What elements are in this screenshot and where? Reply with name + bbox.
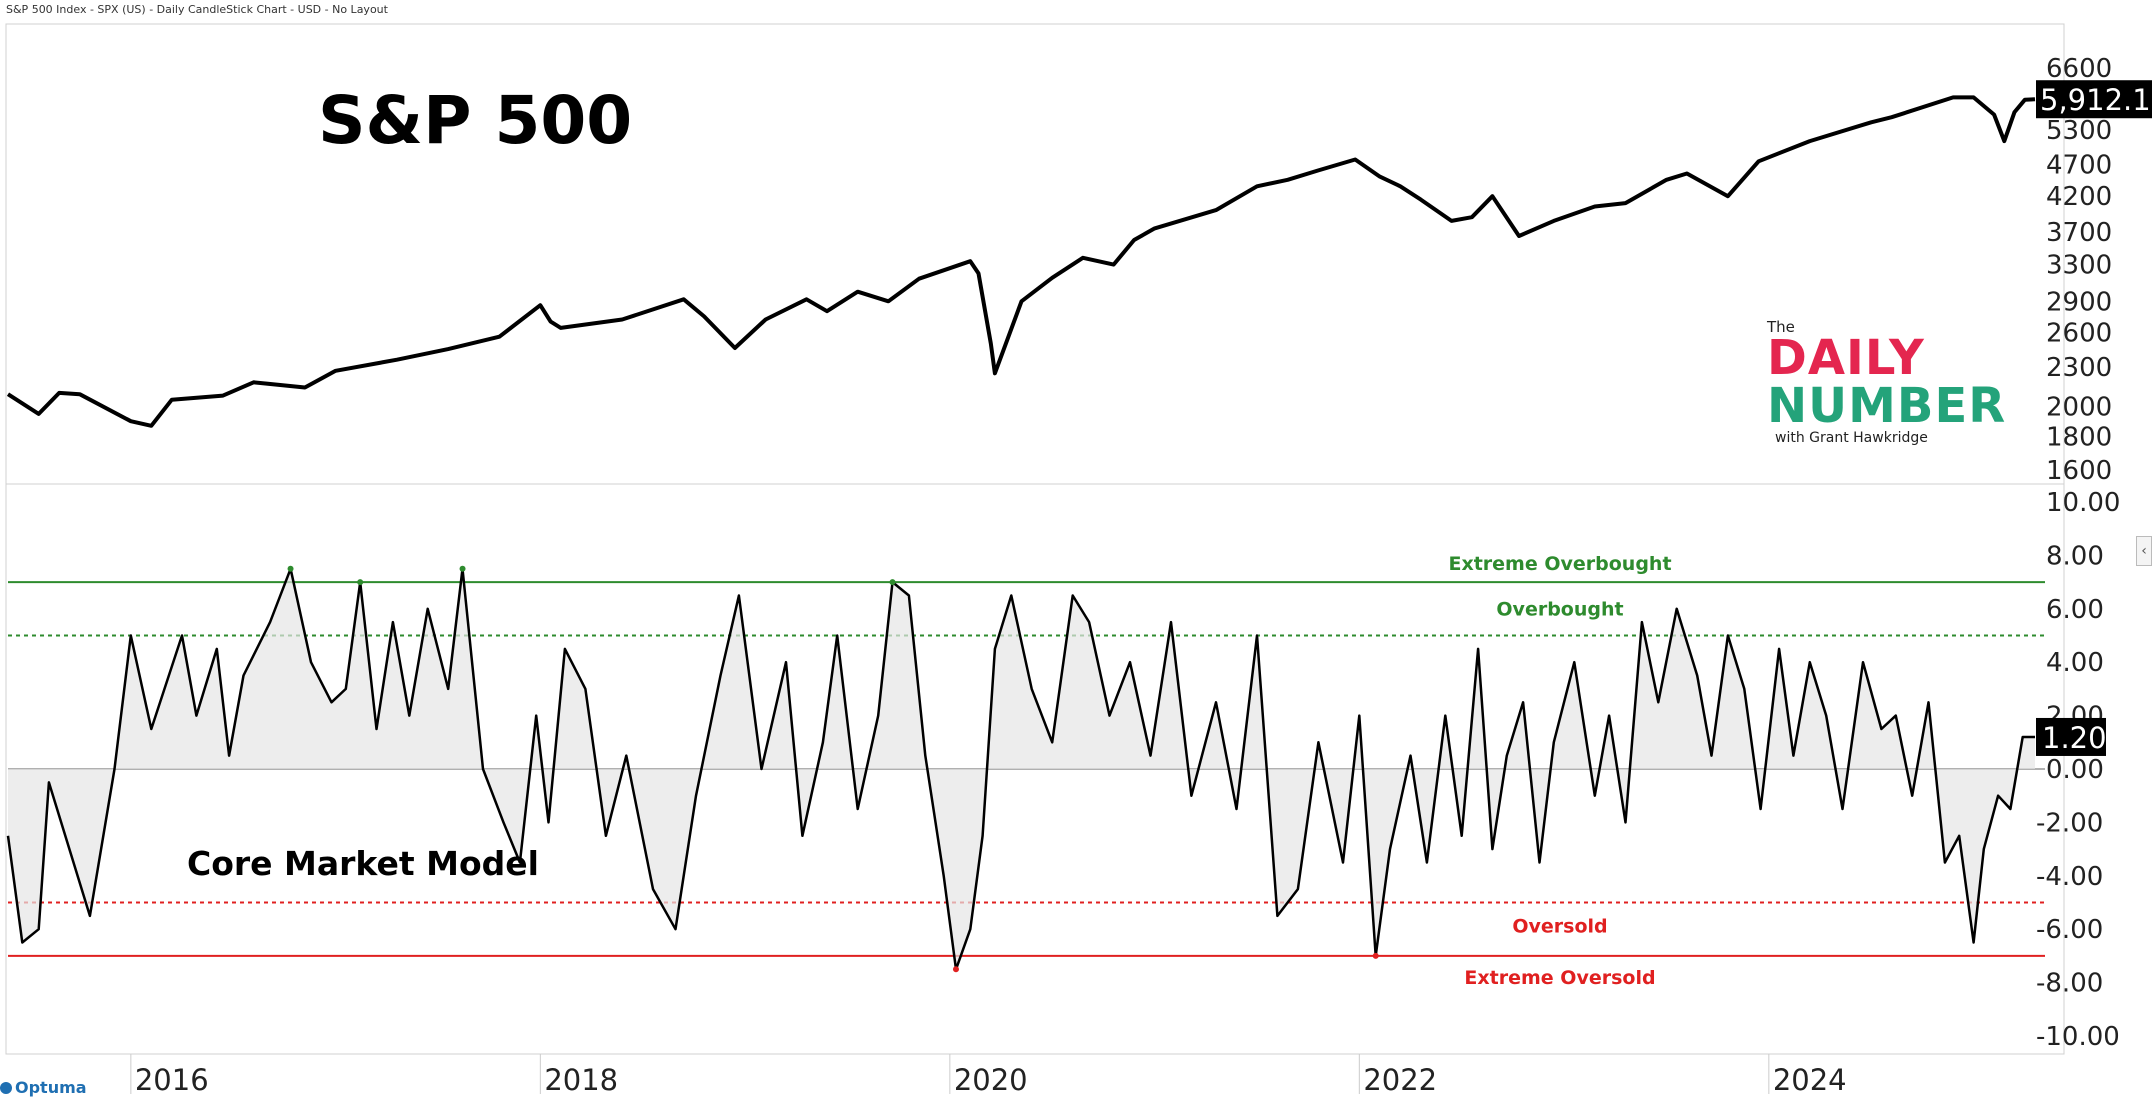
optuma-logo-icon [0,1082,12,1094]
level-label-overbought: Overbought [1496,599,1623,621]
price-axis-tick-label: 3300 [2046,251,2112,281]
daily-number-logo: The DAILY NUMBER with Grant Hawkridge [1767,318,2007,448]
price-axis-tick-label: 5300 [2046,116,2112,146]
indicator-axis-tick-label: 6.00 [2046,595,2104,625]
extreme-oversold-point [952,966,959,973]
extreme-overbought-point [287,565,294,572]
indicator-axis-tick-label: 0.00 [2046,755,2104,785]
x-axis-tick-label: 2016 [135,1063,209,1097]
indicator-last-value-badge [2036,717,2106,756]
x-axis-tick-label: 2020 [954,1063,1028,1097]
sp500-price-line [6,95,2036,428]
price-panel [6,95,2036,428]
chevron-left-icon[interactable]: ‹ [2136,536,2152,566]
indicator-axis-tick-label: -4.00 [2036,862,2103,892]
extreme-overbought-point [889,579,896,586]
price-panel-frame [5,23,2065,485]
price-axis-tick-label: 1800 [2046,423,2112,453]
logo-the-text: The [1767,318,1795,336]
extreme-oversold-point [1372,952,1379,959]
price-axis-tick-label: 2000 [2046,393,2112,423]
indicator-axis-tick-label: 4.00 [2046,648,2104,678]
price-axis-tick-label: 4200 [2046,182,2112,212]
optuma-brand-text: Optuma [15,1078,87,1097]
axes: 6600590053004700420037003300290026002300… [130,54,2152,1097]
indicator-axis-tick-label: 8.00 [2046,541,2104,571]
level-label-extreme-overbought: Extreme Overbought [1448,553,1671,575]
indicator-panel: Extreme Overbought Overbought Oversold Extr… [6,553,2045,989]
indicator-last-value-label: 1.20 [2042,721,2107,755]
extreme-overbought-point [357,579,364,586]
x-axis-tick-label: 2022 [1363,1063,1437,1097]
x-axis-tick-label: 2024 [1773,1063,1847,1097]
indicator-panel-frame [5,483,2065,1055]
price-axis-tick-label: 6600 [2046,54,2112,84]
price-axis-tick-label: 2900 [2046,287,2112,317]
price-last-value-badge [2036,80,2152,119]
indicator-axis-tick-label: 10.00 [2046,488,2120,518]
indicator-axis-tick-label: -6.00 [2036,915,2103,945]
price-last-value-label: 5,912.17 [2040,83,2152,117]
price-axis-tick-label: 1600 [2046,456,2112,486]
price-axis-tick-label: 4700 [2046,150,2112,180]
x-axis-tick-label: 2018 [544,1063,618,1097]
chart-window-title: S&P 500 Index - SPX (US) - Daily CandleS… [6,3,388,16]
logo-number-text: NUMBER [1767,378,2007,434]
optuma-watermark: Optuma [0,1078,87,1097]
indicator-panel-title: Core Market Model [187,844,539,883]
indicator-axis-tick-label: -2.00 [2036,808,2103,838]
price-axis-tick-label: 2300 [2046,353,2112,383]
price-panel-title: S&P 500 [318,82,632,159]
logo-daily-text: DAILY [1767,330,1925,386]
price-axis-tick-label: 3700 [2046,218,2112,248]
extreme-overbought-point [459,565,466,572]
price-axis-tick-label: 2600 [2046,318,2112,348]
indicator-axis-tick-label: -8.00 [2036,969,2103,999]
indicator-axis-tick-label: -10.00 [2036,1022,2120,1052]
level-label-extreme-oversold: Extreme Oversold [1464,967,1655,989]
level-label-oversold: Oversold [1512,916,1607,938]
logo-byline-text: with Grant Hawkridge [1775,430,1928,446]
